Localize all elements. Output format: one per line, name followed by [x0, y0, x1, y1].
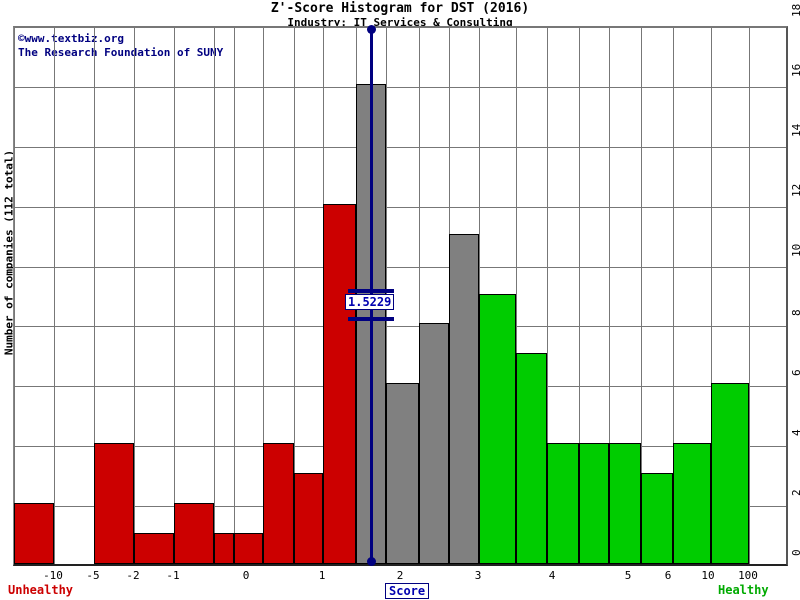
histogram-bar	[386, 383, 419, 564]
gridline-vertical	[134, 28, 135, 564]
gridline-horizontal	[14, 86, 786, 88]
gridline-horizontal	[14, 326, 786, 328]
score-marker-cap-bottom	[348, 317, 394, 322]
gridline-vertical	[547, 28, 548, 564]
y-tick-label: 12	[790, 183, 800, 197]
y-tick-label: 4	[790, 430, 800, 437]
watermark-line-1: ©www.textbiz.org	[18, 32, 124, 45]
score-marker-dot-bottom	[366, 557, 376, 566]
histogram-bar	[214, 533, 234, 564]
y-tick-label: 2	[790, 489, 800, 496]
histogram-bar	[174, 503, 214, 564]
histogram-bar	[579, 443, 609, 564]
histogram-bar	[449, 233, 479, 564]
plot-area: ©www.textbiz.org The Research Foundation…	[13, 25, 788, 566]
gridline-vertical	[419, 28, 420, 564]
gridline-vertical	[14, 28, 15, 564]
x-tick-label: 1	[318, 569, 326, 582]
histogram-bar	[294, 473, 323, 564]
gridline-horizontal	[14, 206, 786, 208]
gridline-vertical	[234, 28, 235, 564]
gridline-vertical	[673, 28, 674, 564]
histogram-bar	[673, 443, 711, 564]
histogram-bar	[234, 533, 263, 564]
y-tick-label: 0	[790, 549, 800, 556]
histogram-bar	[479, 293, 516, 564]
x-tick-label: -2	[126, 569, 140, 582]
x-tick-label: -5	[86, 569, 100, 582]
gridline-vertical	[214, 28, 215, 564]
histogram-bar	[134, 533, 174, 564]
gridline-vertical	[711, 28, 712, 564]
histogram-bar	[547, 443, 579, 564]
gridline-vertical	[294, 28, 295, 564]
gridline-vertical	[174, 28, 175, 564]
gridline-vertical	[641, 28, 642, 564]
x-axis-title: Score	[385, 583, 430, 599]
x-tick-label: 2	[396, 569, 404, 582]
watermark-line-2: The Research Foundation of SUNY	[18, 46, 224, 59]
chart-title: Z'-Score Histogram for DST (2016)	[270, 1, 530, 16]
histogram-bar	[609, 443, 641, 564]
histogram-bar	[14, 503, 54, 564]
gridline-horizontal	[14, 266, 786, 268]
x-tick-label: 3	[474, 569, 482, 582]
x-tick-label: 10	[701, 569, 715, 582]
y-tick-label: 6	[790, 370, 800, 377]
histogram-bar	[711, 383, 749, 564]
score-marker-dot-top	[366, 25, 376, 34]
histogram-bar	[94, 443, 134, 564]
gridline-vertical	[94, 28, 95, 564]
chart-subtitle: Industry: IT Services & Consulting	[287, 16, 513, 29]
healthy-label: Healthy	[718, 583, 769, 597]
y-tick-label: 16	[790, 63, 800, 77]
unhealthy-label: Unhealthy	[8, 583, 74, 597]
gridline-vertical	[749, 28, 750, 564]
gridline-vertical	[579, 28, 580, 564]
y-tick-label: 10	[790, 243, 800, 257]
gridline-horizontal	[14, 146, 786, 148]
x-tick-label: 4	[548, 569, 556, 582]
gridline-vertical	[516, 28, 517, 564]
histogram-bar	[263, 443, 294, 564]
histogram-bar	[419, 323, 449, 564]
x-tick-label: 6	[664, 569, 672, 582]
score-marker-label: 1.5229	[345, 294, 395, 310]
gridline-vertical	[54, 28, 55, 564]
x-tick-label: 100	[738, 569, 758, 582]
watermark: ©www.textbiz.org The Research Foundation…	[18, 32, 223, 60]
x-tick-label: -10	[43, 569, 63, 582]
histogram-bar	[641, 473, 673, 564]
gridline-vertical	[263, 28, 264, 564]
x-tick-label: 5	[624, 569, 632, 582]
histogram-bar	[323, 203, 356, 564]
gridline-vertical	[609, 28, 610, 564]
x-tick-label: -1	[166, 569, 180, 582]
y-tick-label: 14	[790, 123, 800, 137]
y-tick-label: 18	[790, 3, 800, 17]
score-marker-cap-top	[348, 289, 394, 293]
x-tick-label: 0	[242, 569, 250, 582]
y-tick-label: 8	[790, 310, 800, 317]
histogram-bar	[516, 353, 547, 564]
